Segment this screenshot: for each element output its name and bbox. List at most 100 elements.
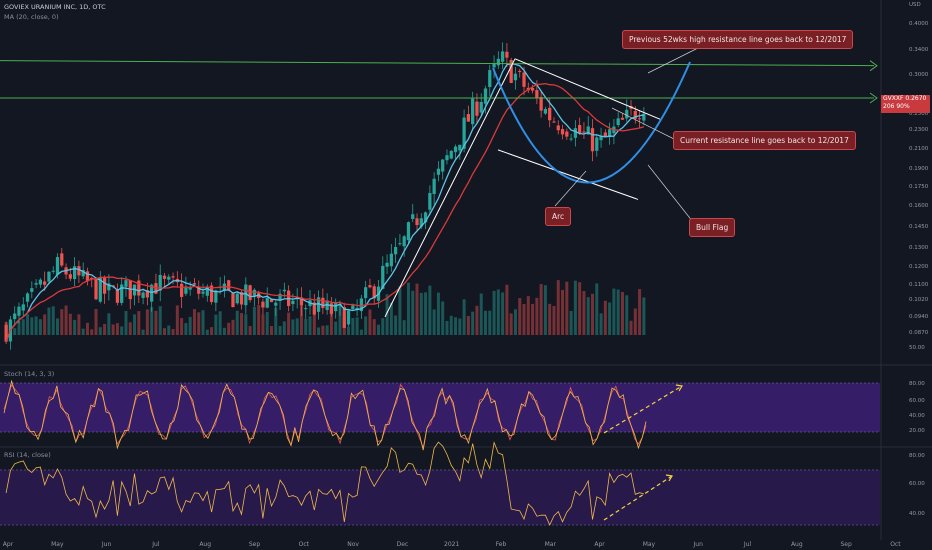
candle-body: [565, 131, 569, 137]
volume-bar: [454, 317, 458, 335]
volume-bar: [120, 326, 124, 335]
candle-body: [120, 284, 124, 303]
candle-body: [342, 307, 346, 328]
price-axis-label: 0.1300: [909, 245, 929, 251]
volume-bar: [608, 302, 612, 335]
candle-body: [137, 280, 141, 296]
volume-bar: [90, 329, 94, 335]
candle-body: [201, 291, 205, 294]
rsi-band: [0, 470, 880, 525]
rally-trendline: [384, 58, 516, 318]
candle-body: [616, 118, 620, 125]
volume-bar: [436, 292, 440, 335]
volume-bar: [501, 292, 505, 335]
volume-bar: [338, 305, 342, 335]
volume-bar: [64, 305, 68, 335]
candle-body: [445, 155, 449, 161]
volume-bar: [218, 311, 222, 335]
volume-bar: [205, 329, 209, 335]
candle-body: [265, 297, 269, 308]
volume-bar: [81, 328, 85, 335]
candle-body: [188, 286, 192, 290]
volume-bar: [518, 298, 522, 335]
candle-body: [235, 293, 239, 304]
candle-body: [209, 285, 214, 303]
volume-bar: [145, 309, 149, 335]
volume-bar: [60, 309, 64, 335]
candle-body: [569, 138, 573, 140]
price-axis-label: 0.1020: [909, 297, 929, 303]
candle-body: [590, 128, 595, 152]
candle-body: [312, 302, 316, 315]
candle-body: [633, 110, 637, 119]
time-axis-label: Feb: [496, 541, 507, 548]
volume-bar: [252, 306, 256, 335]
candle-body: [599, 136, 603, 141]
candle-body: [642, 113, 646, 121]
candle-body: [94, 279, 98, 300]
callout-pointer: [611, 107, 677, 141]
candle-body: [346, 310, 351, 325]
candle-body: [620, 117, 625, 120]
volume-bar: [505, 284, 509, 335]
time-axis-label: Jun: [693, 541, 704, 548]
volume-bar: [167, 325, 171, 335]
price-axis-label: 0.2300: [909, 127, 929, 133]
candle-body: [637, 118, 642, 120]
volume-bar: [539, 284, 543, 335]
callout-pointer: [554, 170, 587, 207]
time-axis-label: Oct: [299, 541, 310, 548]
volume-bar: [509, 313, 513, 335]
volume-bar: [599, 313, 603, 335]
volume-bar: [355, 317, 359, 335]
candle-body: [625, 109, 629, 119]
volume-bar: [548, 303, 552, 335]
candle-body: [167, 276, 171, 280]
price-tag-extra: 206 90%: [883, 103, 910, 110]
resistance-arrow: [869, 60, 878, 72]
candle-body: [368, 285, 372, 288]
candle-body: [115, 290, 120, 303]
volume-bar: [312, 313, 316, 335]
candle-body: [55, 257, 60, 275]
candle-body: [535, 90, 539, 98]
volume-bar: [73, 319, 77, 335]
candle-body: [171, 276, 175, 278]
volume-bar: [479, 293, 483, 335]
price-axis-label: 0.0870: [909, 330, 929, 336]
time-axis-label: Jul: [151, 541, 160, 548]
time-axis-label: Sep: [249, 541, 261, 548]
price-axis-label: 0.1900: [909, 166, 929, 172]
volume-bar: [115, 323, 119, 335]
volume-bar: [51, 306, 55, 335]
volume-bar: [543, 285, 547, 335]
volume-bar: [432, 309, 436, 335]
price-axis-label: 0.2500: [909, 111, 929, 117]
volume-bar: [210, 327, 214, 335]
volume-bar: [402, 320, 406, 335]
candle-body: [530, 87, 535, 91]
candle-body: [475, 101, 479, 116]
volume-bar: [128, 322, 132, 335]
volume-bar: [616, 289, 620, 335]
volume-bar: [586, 297, 590, 335]
candle-body: [299, 297, 304, 306]
price-axis-label: 0.3000: [909, 72, 929, 78]
candle-body: [98, 277, 102, 302]
candle-body: [162, 275, 167, 279]
volume-bar: [471, 311, 475, 335]
candle-body: [329, 303, 334, 314]
volume-bar: [428, 285, 432, 335]
candle-body: [492, 63, 496, 68]
stoch-axis-label: 80.00: [909, 381, 925, 387]
volume-bar: [133, 314, 137, 335]
candle-body: [573, 128, 578, 138]
volume-bar: [47, 307, 51, 335]
volume-bar: [629, 320, 633, 335]
candle-body: [21, 304, 25, 311]
candle-body: [518, 71, 522, 73]
candle-body: [359, 298, 364, 312]
callout-pointer: [647, 164, 694, 223]
volume-bar: [406, 282, 410, 335]
